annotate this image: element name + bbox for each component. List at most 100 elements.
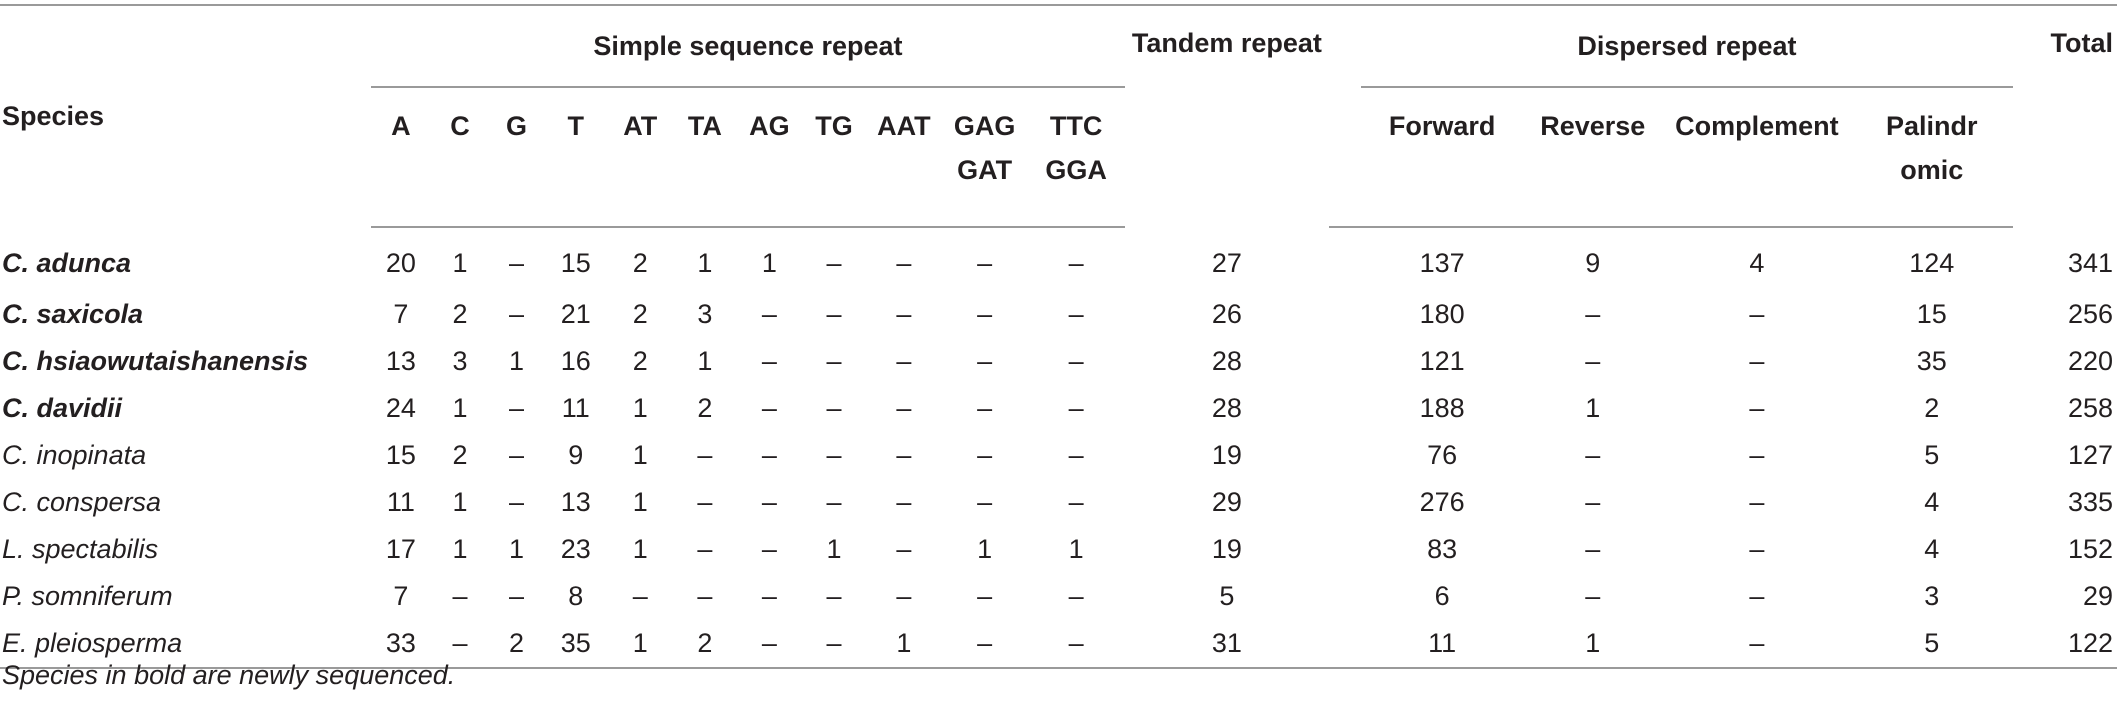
table-row: P. somniferum 7 – – 8 – – – – – – – 5 6 – – 3 29 <box>0 573 2117 620</box>
value-cell: 2 <box>452 440 468 470</box>
col-t: T <box>543 87 608 228</box>
value-cell: 11 <box>1361 620 1523 669</box>
value-cell: 2 <box>452 299 468 329</box>
value-cell: 6 <box>1434 581 1450 611</box>
value-cell: – <box>761 487 777 517</box>
value-cell: – <box>896 299 912 329</box>
value-cell: – <box>1662 620 1852 669</box>
value-cell: – <box>826 440 842 470</box>
value-cell: 1 <box>761 248 777 278</box>
value-cell: – <box>509 299 525 329</box>
value-cell: – <box>697 487 713 517</box>
value-cell: 1 <box>977 534 993 564</box>
value-cell: – <box>977 440 993 470</box>
value-cell: – <box>761 581 777 611</box>
value-cell: 24 <box>385 393 416 423</box>
species-cell: C. inopinata <box>2 440 147 470</box>
value-cell: 1 <box>632 487 648 517</box>
value-cell: 16 <box>560 346 591 376</box>
species-cell: C. hsiaowutaishanensis <box>2 346 309 376</box>
gap-cell <box>1329 620 1362 669</box>
species-cell: C. saxicola <box>2 299 144 329</box>
value-cell: – <box>697 581 713 611</box>
value-cell: 1 <box>452 248 468 278</box>
value-cell: – <box>1027 620 1125 669</box>
value-cell: 15 <box>560 248 591 278</box>
value-cell: – <box>826 346 842 376</box>
value-cell: 1 <box>608 620 673 669</box>
value-cell: 122 <box>2012 620 2117 669</box>
col-ttc-line2: GGA <box>1045 155 1107 185</box>
value-cell: – <box>761 534 777 564</box>
value-cell: – <box>826 248 842 278</box>
value-cell: 1 <box>509 346 525 376</box>
value-cell: 31 <box>1124 620 1330 669</box>
value-cell: 33 <box>371 620 431 669</box>
value-cell: – <box>1068 346 1084 376</box>
value-cell: 1 <box>632 440 648 470</box>
value-cell: – <box>509 440 525 470</box>
value-cell: 1 <box>697 248 713 278</box>
value-cell: 3 <box>452 346 468 376</box>
table-row: E. pleiosperma 33–2 35 1 2– –1– –31 11 1–5 122 <box>0 620 2117 669</box>
value-cell: – <box>1585 487 1601 517</box>
value-cell: 2 <box>672 620 738 669</box>
value-cell: 3 <box>697 299 713 329</box>
value-cell: – <box>977 248 993 278</box>
value-cell: – <box>1749 534 1765 564</box>
value-cell: 137 <box>1419 248 1465 278</box>
value-cell: 27 <box>1211 247 1242 278</box>
repeat-table: Species Simple sequence repeat Tandem re… <box>0 4 2117 669</box>
value-cell: 28 <box>1211 393 1242 423</box>
value-cell: 35 <box>1916 346 1947 376</box>
value-cell: 19 <box>1211 534 1242 564</box>
value-cell: – <box>697 534 713 564</box>
value-cell: – <box>1585 440 1601 470</box>
value-cell: – <box>1749 346 1765 376</box>
value-cell: – <box>1585 346 1601 376</box>
value-cell: – <box>1749 393 1765 423</box>
value-cell: 9 <box>1585 248 1601 278</box>
value-cell: 276 <box>1419 487 1465 517</box>
value-cell: – <box>761 393 777 423</box>
value-cell: – <box>896 487 912 517</box>
table-row: C. inopinata 15 2 – 9 1 – – – – – – 19 76 – – 5 127 <box>0 432 2117 479</box>
value-cell: 1 <box>632 534 648 564</box>
value-cell: – <box>977 346 993 376</box>
col-at: AT <box>608 87 673 228</box>
value-cell: – <box>452 581 468 611</box>
value-cell: – <box>896 393 912 423</box>
value-cell: 28 <box>1211 346 1242 376</box>
value-cell: – <box>1749 581 1765 611</box>
value-cell: 152 <box>2067 534 2113 564</box>
value-cell: 7 <box>393 299 409 329</box>
gap-cell <box>1329 227 1361 291</box>
gap-cell <box>1329 291 1361 338</box>
col-reverse: Reverse <box>1522 87 1663 228</box>
value-cell: – <box>896 346 912 376</box>
value-cell: – <box>1068 440 1084 470</box>
table-row: C. conspersa 11 1–13 1– – – – – –29 276– –4 335 <box>0 479 2117 526</box>
value-cell: 76 <box>1427 440 1458 470</box>
value-cell: 2 <box>632 299 648 329</box>
table-row: C. adunca 20 1 – 15 2 1 1 – – – – 27 137 9 4 124 341 <box>0 227 2117 291</box>
value-cell: 19 <box>1211 440 1242 470</box>
value-cell: 29 <box>2082 581 2113 611</box>
species-cell: P. somniferum <box>2 581 173 611</box>
value-cell: – <box>1068 581 1084 611</box>
value-cell: – <box>1585 534 1601 564</box>
value-cell: 4 <box>1924 534 1940 564</box>
value-cell: – <box>761 440 777 470</box>
value-cell: 1 <box>452 534 468 564</box>
value-cell: – <box>1068 393 1084 423</box>
table-row: C. saxicola 7 2 – 21 2 3 – – – – – 26 180 – – 15 256 <box>0 291 2117 338</box>
table-row: C. davidii 24 1–11 1 2– – – – –28 188 1–2 258 <box>0 385 2117 432</box>
value-cell: – <box>977 299 993 329</box>
value-cell: 21 <box>560 299 591 329</box>
value-cell: 256 <box>2067 299 2113 329</box>
col-ag: AG <box>737 87 802 228</box>
value-cell: 1 <box>1522 620 1663 669</box>
value-cell: 13 <box>385 346 416 376</box>
value-cell: – <box>1749 487 1765 517</box>
col-ttc-gga: TTC GGA <box>1027 87 1125 228</box>
